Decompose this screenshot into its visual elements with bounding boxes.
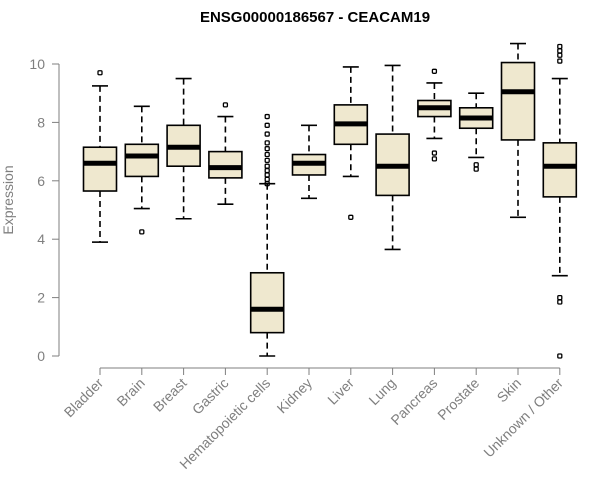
outlier-point <box>264 172 270 178</box>
y-tick-label: 4 <box>37 231 45 247</box>
outlier-point <box>557 43 563 50</box>
outlier-point <box>431 156 438 162</box>
iqr-box <box>249 271 285 334</box>
x-tick-label: Breast <box>150 375 190 415</box>
box-7 <box>333 66 369 220</box>
outlier-point <box>264 151 270 158</box>
outlier-point <box>264 167 270 174</box>
box-11 <box>500 42 536 219</box>
outlier-point <box>264 146 270 152</box>
outlier-point <box>473 166 479 172</box>
outlier-point <box>264 163 270 169</box>
outlier-point <box>264 131 270 137</box>
outlier-point <box>431 68 438 74</box>
outlier-point <box>264 113 270 120</box>
iqr-box <box>124 143 160 178</box>
box-2 <box>124 105 160 235</box>
y-tick-label: 0 <box>37 348 45 364</box>
y-tick-label: 8 <box>37 114 45 130</box>
outlier-point <box>557 294 563 301</box>
outlier-point <box>557 299 563 305</box>
x-tick-label: Bladder <box>61 375 107 421</box>
iqr-box <box>542 142 578 198</box>
boxes <box>82 42 578 359</box>
outlier-point <box>139 229 145 235</box>
outlier-point <box>473 162 479 168</box>
outlier-point <box>557 353 563 359</box>
y-tick-label: 6 <box>37 173 45 189</box>
iqr-box <box>208 150 243 179</box>
axes: 0 2 4 6 8 10 <box>29 56 561 375</box>
box-5 <box>249 113 285 357</box>
outlier-point <box>264 176 270 182</box>
x-tick-label: Skin <box>494 375 525 406</box>
y-tick-label: 2 <box>37 290 45 306</box>
x-tick-label: Prostate <box>434 375 482 423</box>
outlier-point <box>264 140 270 146</box>
box-8 <box>375 64 410 251</box>
box-6 <box>291 124 327 200</box>
outlier-point <box>557 52 563 58</box>
x-tick-label: Kidney <box>274 375 316 417</box>
x-tick-label: Brain <box>113 375 147 409</box>
box-4 <box>208 102 243 205</box>
box-1 <box>82 70 118 243</box>
box-12 <box>542 43 578 359</box>
outlier-point <box>264 122 270 128</box>
x-tick-label: Lung <box>365 375 398 408</box>
x-tick-label: Liver <box>324 375 357 408</box>
outlier-point <box>348 214 354 220</box>
box-10 <box>458 92 494 172</box>
iqr-box <box>500 61 536 141</box>
outlier-point <box>557 48 563 54</box>
outlier-point <box>264 157 270 164</box>
box-9 <box>417 68 452 162</box>
outlier-point <box>97 70 103 76</box>
outlier-point <box>222 102 229 108</box>
y-axis-label: Expression <box>0 165 16 234</box>
x-tick-label: Unknown / Other <box>480 375 566 461</box>
iqr-box <box>82 146 118 192</box>
y-tick-label: 10 <box>29 56 45 72</box>
chart-title: ENSG00000186567 - CEACAM19 <box>200 9 430 26</box>
outlier-point <box>557 58 563 64</box>
outlier-point <box>431 150 438 156</box>
box-3 <box>166 77 201 220</box>
